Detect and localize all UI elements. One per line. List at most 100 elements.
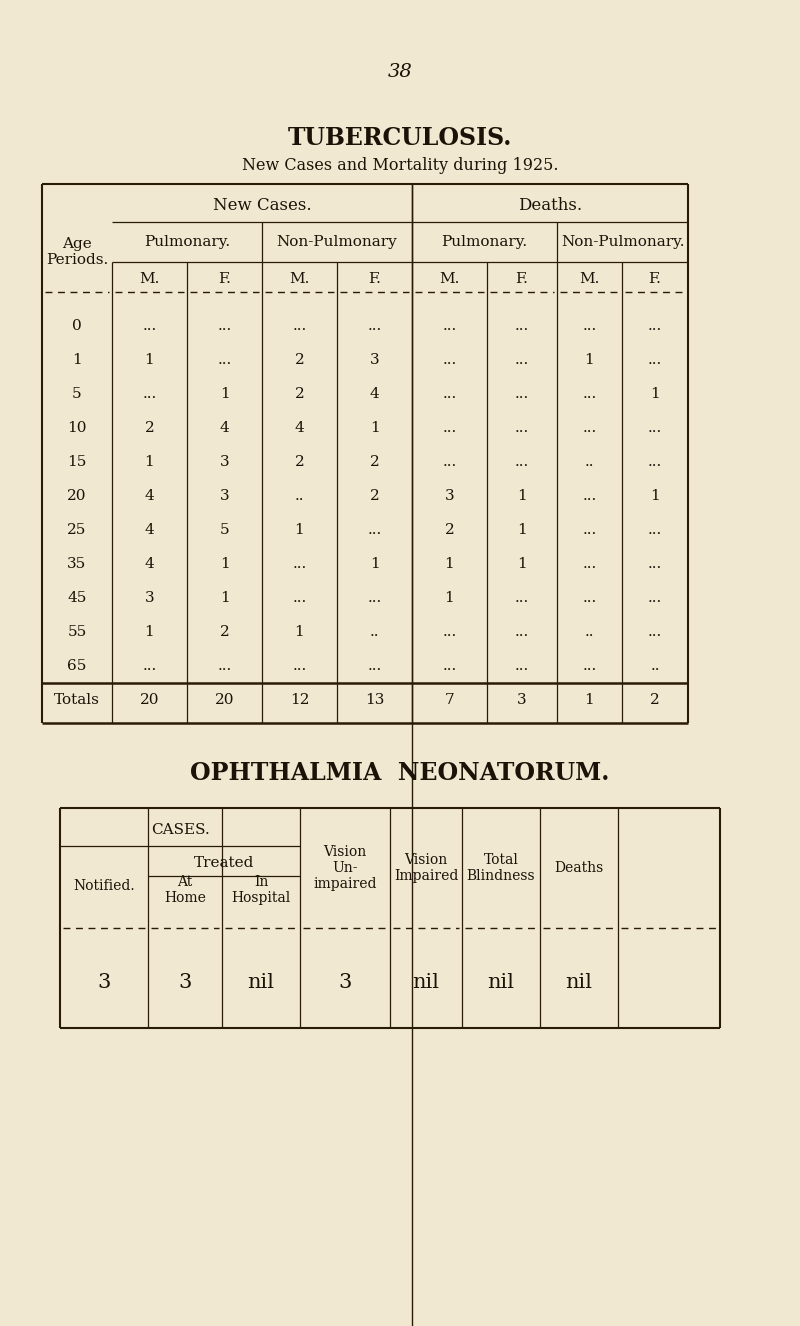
Text: 2: 2 [445, 522, 454, 537]
Text: M.: M. [579, 272, 600, 286]
Text: 15: 15 [67, 455, 86, 469]
Text: 1: 1 [445, 591, 454, 605]
Text: 2: 2 [370, 489, 379, 503]
Text: 3: 3 [338, 973, 352, 992]
Text: ...: ... [442, 455, 457, 469]
Text: ...: ... [582, 387, 597, 400]
Text: 2: 2 [220, 625, 230, 639]
Text: 1: 1 [220, 387, 230, 400]
Text: nil: nil [413, 973, 439, 992]
Text: ...: ... [218, 659, 232, 674]
Text: ...: ... [515, 591, 529, 605]
Text: 2: 2 [145, 420, 154, 435]
Text: 1: 1 [517, 557, 527, 572]
Text: ...: ... [218, 320, 232, 333]
Text: ...: ... [442, 659, 457, 674]
Text: ...: ... [515, 320, 529, 333]
Text: F.: F. [515, 272, 529, 286]
Text: 1: 1 [145, 625, 154, 639]
Text: 1: 1 [294, 522, 304, 537]
Text: ...: ... [442, 420, 457, 435]
Text: ...: ... [442, 625, 457, 639]
Text: TUBERCULOSIS.: TUBERCULOSIS. [288, 126, 512, 150]
Text: At
Home: At Home [164, 875, 206, 906]
Text: 4: 4 [220, 420, 230, 435]
Text: ..: .. [370, 625, 379, 639]
Text: ...: ... [582, 320, 597, 333]
Text: 0: 0 [72, 320, 82, 333]
Text: In
Hospital: In Hospital [231, 875, 290, 906]
Text: ...: ... [442, 353, 457, 367]
Text: ...: ... [292, 659, 306, 674]
Text: Pulmonary.: Pulmonary. [442, 235, 527, 249]
Text: 20: 20 [140, 693, 159, 707]
Text: 5: 5 [72, 387, 82, 400]
Text: 35: 35 [67, 557, 86, 572]
Text: ...: ... [515, 353, 529, 367]
Text: ...: ... [367, 591, 382, 605]
Text: ...: ... [142, 320, 157, 333]
Text: 3: 3 [445, 489, 454, 503]
Text: ...: ... [582, 591, 597, 605]
Text: 10: 10 [67, 420, 86, 435]
Text: 1: 1 [445, 557, 454, 572]
Text: 2: 2 [294, 387, 304, 400]
Text: 5: 5 [220, 522, 230, 537]
Text: nil: nil [247, 973, 274, 992]
Text: 2: 2 [370, 455, 379, 469]
Text: 1: 1 [517, 489, 527, 503]
Text: nil: nil [566, 973, 593, 992]
Text: 1: 1 [370, 420, 379, 435]
Text: ...: ... [648, 420, 662, 435]
Text: ..: .. [294, 489, 304, 503]
Text: Non-Pulmonary.: Non-Pulmonary. [561, 235, 684, 249]
Text: M.: M. [139, 272, 160, 286]
Text: Deaths.: Deaths. [518, 198, 582, 215]
Text: 3: 3 [517, 693, 527, 707]
Text: 20: 20 [214, 693, 234, 707]
Text: 1: 1 [650, 489, 660, 503]
Text: ...: ... [442, 387, 457, 400]
Text: ..: .. [585, 455, 594, 469]
Text: 1: 1 [585, 693, 594, 707]
Text: ...: ... [367, 522, 382, 537]
Text: 7: 7 [445, 693, 454, 707]
Text: ...: ... [648, 591, 662, 605]
Text: Deaths: Deaths [554, 861, 604, 875]
Text: 1: 1 [220, 557, 230, 572]
Text: ...: ... [515, 455, 529, 469]
Text: 2: 2 [650, 693, 660, 707]
Text: ..: .. [585, 625, 594, 639]
Text: ..: .. [650, 659, 660, 674]
Text: 45: 45 [67, 591, 86, 605]
Text: ...: ... [648, 625, 662, 639]
Text: 1: 1 [220, 591, 230, 605]
Text: ...: ... [367, 320, 382, 333]
Text: 4: 4 [145, 489, 154, 503]
Text: F.: F. [649, 272, 662, 286]
Text: ...: ... [142, 387, 157, 400]
Text: ...: ... [582, 420, 597, 435]
Text: ...: ... [515, 625, 529, 639]
Text: ...: ... [648, 353, 662, 367]
Text: 38: 38 [388, 64, 412, 81]
Text: 1: 1 [650, 387, 660, 400]
Text: ...: ... [292, 591, 306, 605]
Text: 3: 3 [220, 455, 230, 469]
Text: 1: 1 [145, 353, 154, 367]
Text: ...: ... [142, 659, 157, 674]
Text: 1: 1 [72, 353, 82, 367]
Text: ...: ... [582, 557, 597, 572]
Text: ...: ... [292, 320, 306, 333]
Text: ...: ... [648, 522, 662, 537]
Text: M.: M. [439, 272, 460, 286]
Text: 2: 2 [294, 455, 304, 469]
Text: 4: 4 [294, 420, 304, 435]
Text: Age
Periods.: Age Periods. [46, 237, 108, 267]
Text: nil: nil [487, 973, 514, 992]
Text: 25: 25 [67, 522, 86, 537]
Text: ...: ... [648, 455, 662, 469]
Text: ...: ... [582, 659, 597, 674]
Text: Total
Blindness: Total Blindness [466, 853, 535, 883]
Text: 3: 3 [145, 591, 154, 605]
